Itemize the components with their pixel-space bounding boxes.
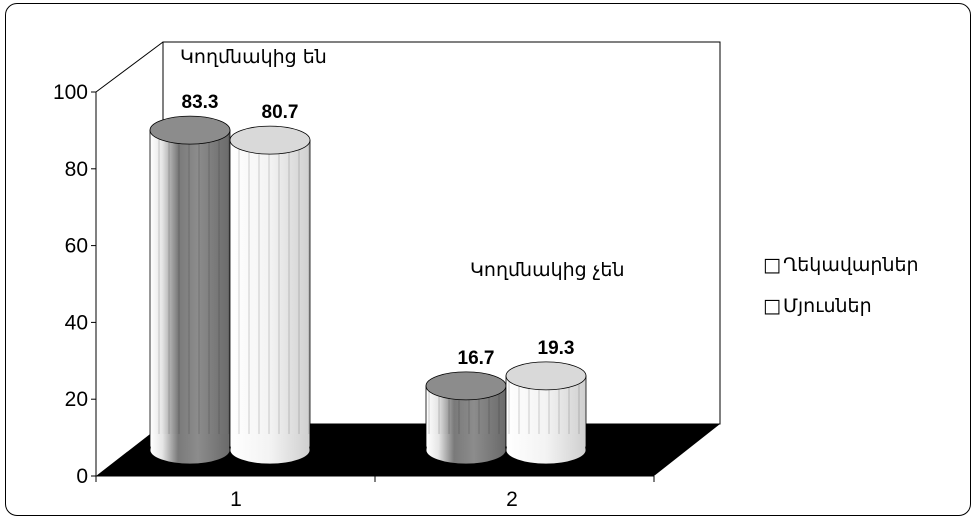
legend-marker: □ — [763, 295, 781, 317]
y-tick-label: 0 — [76, 465, 88, 488]
data-label: 80.7 — [262, 102, 299, 123]
data-label: 19.3 — [538, 338, 575, 359]
side-wall-top-edge — [95, 41, 164, 93]
data-labels: 83.3 80.7 16.7 19.3 — [182, 92, 575, 369]
bar-top — [149, 115, 231, 145]
bar-1-1 — [505, 361, 587, 465]
y-tick-label: 60 — [65, 235, 88, 258]
y-tick-label: 80 — [65, 158, 88, 181]
data-label: 83.3 — [182, 92, 219, 113]
legend-entry: □ Մյուսներ — [763, 295, 872, 317]
y-tick-label: 100 — [53, 81, 88, 104]
annotation-label: Կողմնակից են — [180, 46, 327, 68]
data-label: 16.7 — [458, 348, 495, 369]
x-tick-label: 2 — [506, 488, 518, 511]
legend: □ Ղեկավարներ□ Մյուսներ — [763, 254, 919, 317]
bar-1-0 — [229, 125, 311, 465]
bar-top — [425, 371, 507, 401]
legend-marker: □ — [763, 254, 781, 276]
annotation-label: Կողմնակից չեն — [470, 259, 625, 281]
y-tick-label: 20 — [65, 388, 88, 411]
bar-top — [229, 125, 311, 155]
bar-top — [505, 361, 587, 391]
legend-label: Ղեկավարներ — [783, 254, 919, 276]
x-tick-label: 1 — [230, 488, 242, 511]
y-axis: 0 20 40 60 80 100 — [53, 81, 96, 488]
legend-label: Մյուսներ — [783, 295, 872, 317]
legend-entry: □ Ղեկավարներ — [763, 254, 919, 276]
y-tick-label: 40 — [65, 311, 88, 334]
bars — [149, 115, 587, 465]
annotations: Կողմնակից են Կողմնակից չեն — [180, 46, 625, 281]
bar-0-1 — [425, 371, 507, 465]
bar-0-0 — [149, 115, 231, 465]
